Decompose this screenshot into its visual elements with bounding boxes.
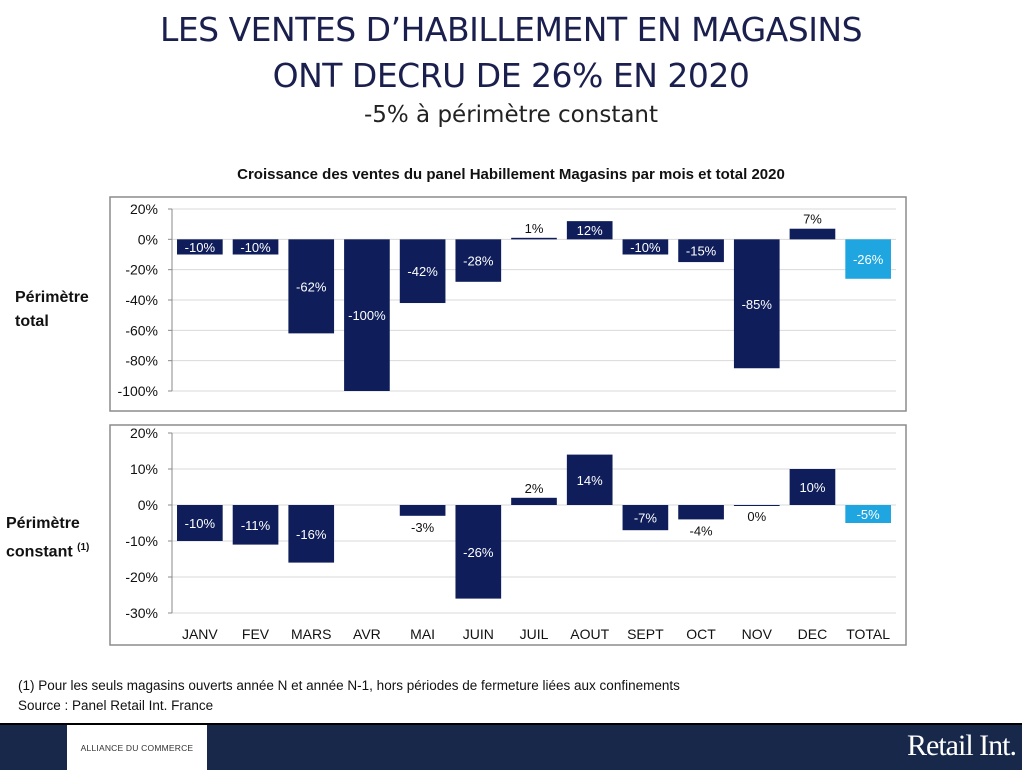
source: Source : Panel Retail Int. France [18,698,214,713]
y-tick-label: -20% [125,569,158,585]
y-tick-label: -80% [125,353,158,369]
x-tick-label: TOTAL [846,626,890,642]
data-label: -10% [630,240,661,255]
y-tick-label: 0% [138,231,158,247]
data-label: 0% [747,509,766,524]
y-tick-label: -60% [125,322,158,338]
bar-sept [622,239,669,255]
data-label: -26% [463,545,494,560]
panel-label-line: Périmètre [15,289,89,306]
y-tick-label: -10% [125,533,158,549]
x-tick-label: JUIN [463,626,494,642]
bar-mars [288,239,335,334]
logo-text: ALLIANCE DU COMMERCE [80,742,194,753]
y-tick-label: -20% [125,262,158,278]
y-tick-label: -30% [125,605,158,621]
chart-frame [109,424,907,646]
bar-juin [455,505,502,599]
y-tick-label: 20% [130,425,158,441]
bar-mai [399,239,446,304]
data-label: 7% [803,212,822,227]
panel-label-total: Périmètre total [15,286,89,334]
data-label: 1% [525,221,544,236]
bar-oct [678,239,724,263]
x-tick-label: MARS [291,626,331,642]
charts-svg: 20% 0% -20% -40% -60% -80% -100% -10% -10% -62% -1… [109,196,907,646]
bar-nov [733,505,780,506]
y-tick-label: -100% [118,383,158,399]
x-tick-label: NOV [742,626,773,642]
y-tick-label: 0% [138,497,158,513]
bar-dec [789,228,836,240]
data-label: -26% [853,252,884,267]
retail-int-logo: Retail Int. [907,729,1017,762]
x-tick-label: AOUT [570,626,609,642]
bar-fev [232,239,279,255]
data-label: 12% [577,223,603,238]
bar-juil [511,497,557,505]
data-label: -7% [634,511,658,526]
data-label: -62% [296,279,327,294]
footer-bar: ALLIANCE DU COMMERCE Retail Int. [0,723,1022,770]
bar-aout [566,454,613,505]
x-tick-label: JANV [182,626,218,642]
data-label: -10% [240,240,271,255]
bar-juin [455,239,502,282]
bar-janv [177,239,223,255]
y-tick-label: 20% [130,201,158,217]
x-tick-label: SEPT [627,626,664,642]
data-label: -15% [686,244,717,259]
data-label: -10% [185,516,216,531]
x-tick-label: JUIL [520,626,549,642]
chart-frame [109,196,907,412]
alliance-du-commerce-logo: ALLIANCE DU COMMERCE [67,725,207,770]
bar-oct [678,505,724,520]
bar-sept [622,505,669,531]
bar-total [845,239,891,279]
title-line-1: LES VENTES D’HABILLEMENT EN MAGASINS [159,10,863,49]
data-label: -28% [463,254,494,269]
title-line-2: ONT DECRU DE 26% EN 2020 [272,56,750,95]
x-tick-label: FEV [242,626,270,642]
bar-fev [232,505,279,545]
data-label: -100% [348,308,386,323]
panel-label-line: total [15,313,49,330]
footnote: (1) Pour les seuls magasins ouverts anné… [18,678,680,693]
y-tick-label: 10% [130,461,158,477]
data-label: -11% [241,518,271,533]
panel-label-line: constant [6,543,73,561]
data-label: -42% [407,264,438,279]
data-label: 2% [525,481,544,496]
data-label: 10% [799,480,825,495]
chart-title: Croissance des ventes du panel Habilleme… [237,166,785,183]
data-label: -10% [185,240,216,255]
data-label: 14% [577,473,603,488]
footnote-marker: (1) [77,542,90,553]
y-tick-label: -40% [125,292,158,308]
bar-mai [399,505,446,516]
data-label: -5% [857,507,881,522]
bar-total [845,505,891,523]
bar-avr [344,239,390,391]
bar-aout [566,221,613,240]
x-tick-label: DEC [798,626,828,642]
bar-nov [733,239,780,369]
x-tick-label: AVR [353,626,381,642]
bar-juil [511,237,557,240]
data-label: -4% [690,523,714,538]
x-tick-label: MAI [410,626,435,642]
x-tick-label: OCT [686,626,716,642]
data-label: -16% [296,527,327,542]
data-label: -3% [411,520,435,535]
data-label: -85% [742,297,773,312]
bar-janv [177,505,223,541]
subtitle: -5% à périmètre constant [363,102,659,128]
panel-label-line: Périmètre [6,515,80,532]
panel-label-constant: Périmètre constant (1) [6,512,89,564]
bar-dec [789,469,836,505]
bar-mars [288,505,335,563]
